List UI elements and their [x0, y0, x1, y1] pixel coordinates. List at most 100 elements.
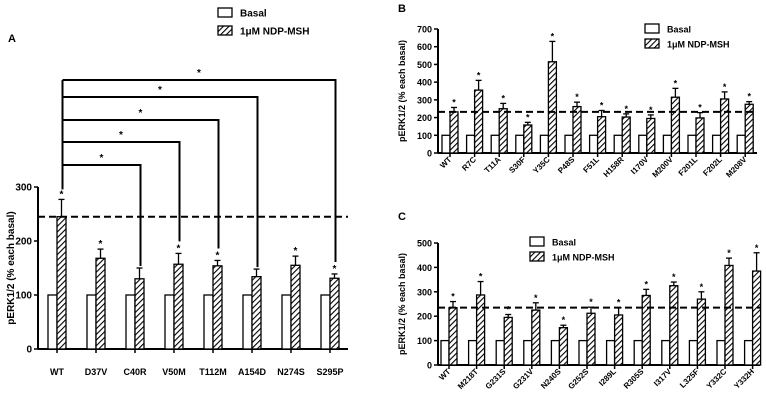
significance-star: *: [506, 304, 510, 314]
significance-bracket: [62, 119, 220, 249]
legend-label-treated: 1μM NDP-MSH: [552, 253, 615, 263]
y-tick-label: 200: [417, 312, 432, 322]
bar-treated: [56, 216, 67, 350]
x-tick-label: V50M: [162, 367, 186, 377]
bar-treated: [724, 264, 734, 366]
legend-label-treated: 1μM NDP-MSH: [240, 27, 309, 38]
legend-swatch-treated: [644, 38, 660, 49]
y-tick-label: 300: [417, 287, 432, 297]
legend: Basal 1μM NDP-MSH: [529, 236, 615, 263]
significance-star: *: [698, 103, 702, 113]
x-tick-label: D37V: [85, 367, 108, 377]
significance-star: *: [644, 279, 648, 289]
bar-basal: [564, 134, 574, 154]
x-tick-label: I170V: [629, 155, 651, 177]
bar-treated: [95, 257, 106, 350]
x-tick-label: R7C: [460, 155, 478, 173]
x-tick-label: WT: [50, 367, 64, 377]
legend-swatch-treated: [217, 25, 233, 36]
x-tick-label: M200V: [651, 155, 676, 180]
bar-basal: [588, 134, 599, 154]
bar-treated: [596, 116, 607, 154]
y-tick-label: 200: [417, 113, 432, 123]
bar-basal: [661, 339, 671, 366]
bar-treated: [290, 264, 301, 350]
x-tick-label: G231V: [511, 367, 535, 391]
significance-star: *: [575, 92, 579, 102]
bar-basal: [711, 134, 722, 154]
bar-basal: [688, 339, 699, 366]
significance-star: *: [723, 82, 727, 92]
significance-star: *: [177, 243, 181, 254]
significance-star: *: [755, 243, 759, 253]
x-tick-label: M208V: [724, 155, 749, 180]
x-tick-label: H158R: [602, 155, 626, 179]
bar-basal: [523, 339, 533, 366]
bar-basal: [638, 134, 648, 154]
x-tick-label: M218T: [456, 367, 480, 391]
x-tick-label: S30F: [507, 155, 527, 175]
bar-treated: [558, 327, 569, 366]
x-tick-label: N274S: [277, 367, 305, 377]
significance-star: *: [649, 105, 653, 115]
y-tick-label: 200: [15, 237, 32, 248]
legend: Basal 1μM NDP-MSH: [644, 23, 730, 50]
bar-treated: [134, 278, 145, 350]
y-axis-label: pERK1/2 (% each basal): [6, 211, 17, 324]
bar-treated: [448, 307, 458, 366]
bar-treated: [173, 263, 184, 350]
bar-treated: [744, 103, 754, 154]
bar-treated: [523, 124, 533, 154]
bar-basal: [125, 294, 136, 350]
bar-treated: [613, 314, 624, 366]
y-tick-label: 0: [427, 361, 432, 371]
significance-star: *: [501, 93, 505, 103]
y-tick-label: 100: [417, 336, 432, 346]
x-tick-label: N240S: [539, 367, 563, 391]
bar-treated: [719, 98, 730, 154]
legend: Basal 1μM NDP-MSH: [217, 7, 309, 38]
chart-panel-b: 0 100 200 300 400 500 600 700 pERK1/2 (% each ba…: [397, 23, 757, 180]
bar-treated: [449, 111, 459, 154]
bar-basal: [687, 134, 697, 154]
significance-star: *: [479, 272, 483, 282]
bar-basal: [281, 294, 292, 350]
bracket-star: *: [119, 130, 123, 141]
significance-star: *: [672, 272, 676, 282]
panel-label-c: C: [398, 211, 406, 223]
bar-treated: [475, 294, 486, 366]
bar-basal: [578, 339, 588, 366]
bar-treated: [586, 312, 596, 366]
x-tick-label: Y35C: [531, 155, 552, 176]
x-tick-label: I317V: [652, 367, 674, 389]
x-tick-label: S295P: [316, 367, 343, 377]
x-tick-label: P48S: [556, 155, 577, 176]
significance-bracket: [62, 79, 337, 262]
bar-treated: [621, 116, 631, 154]
bar-treated: [498, 108, 508, 154]
bracket-star: *: [158, 85, 162, 96]
bar-basal: [495, 339, 505, 366]
significance-star: *: [562, 315, 566, 325]
bar-treated: [669, 285, 679, 366]
y-tick-label: 0: [427, 149, 432, 159]
y-tick-label: 400: [417, 78, 432, 88]
legend-swatch-treated: [529, 251, 545, 262]
significance-star: *: [333, 264, 337, 275]
bracket-star: *: [100, 153, 104, 164]
bracket-star: *: [197, 68, 201, 79]
bar-basal: [440, 339, 450, 366]
legend-swatch-basal: [529, 236, 545, 247]
significance-star: *: [534, 293, 538, 303]
legend-label-treated: 1μM NDP-MSH: [667, 40, 730, 50]
bar-treated: [547, 61, 558, 154]
y-tick-label: 300: [15, 183, 32, 194]
bar-basal: [465, 134, 476, 154]
bar-basal: [320, 294, 331, 350]
bar-treated: [329, 277, 340, 350]
significance-star: *: [451, 292, 455, 302]
significance-star: *: [477, 70, 481, 80]
bar-basal: [242, 294, 253, 350]
x-tick-label: T11A: [483, 155, 503, 175]
x-tick-label: I289L: [597, 367, 618, 388]
